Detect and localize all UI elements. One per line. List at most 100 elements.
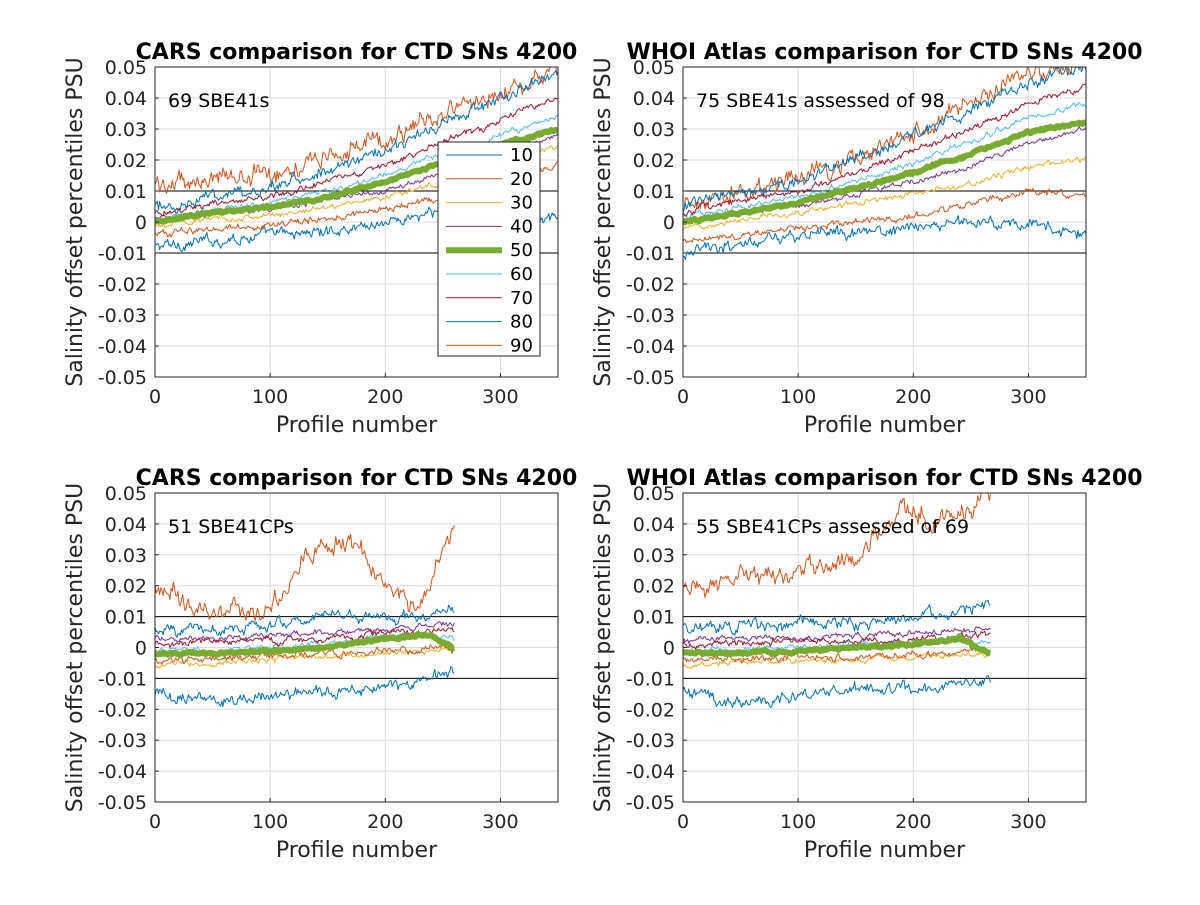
panel-annotation: 51 SBE41CPs <box>168 516 294 538</box>
y-tick-label: 0.03 <box>633 119 675 141</box>
legend-label-60: 60 <box>510 264 533 285</box>
series-group <box>155 525 457 707</box>
y-axis-label: Salinity offset percentiles PSU <box>63 483 88 812</box>
series-line-20 <box>683 493 991 599</box>
y-tick-label: 0.02 <box>105 576 147 598</box>
series-line-80 <box>683 67 1086 212</box>
y-tick-label: -0.03 <box>626 730 675 752</box>
series-line-50 <box>683 633 993 658</box>
y-tick-label: -0.02 <box>626 699 675 721</box>
y-tick-label: 0.01 <box>633 181 675 203</box>
series-line-10 <box>683 675 991 708</box>
y-tick-label: -0.02 <box>98 274 147 296</box>
y-tick-label: -0.01 <box>626 668 675 690</box>
y-tick-label: -0.01 <box>98 243 147 265</box>
chart-panel-2: 0 100 200 300 -0.05 -0.04 -0.03 -0.02 -0.01 0 0.01… <box>591 40 1143 438</box>
series-line-70 <box>155 627 455 648</box>
series-line-90 <box>683 646 991 664</box>
y-axis-label: Salinity offset percentiles PSU <box>63 57 88 386</box>
y-tick-label: -0.01 <box>98 668 147 690</box>
legend-label-50: 50 <box>510 240 533 261</box>
x-tick-label: 200 <box>895 811 931 833</box>
x-tick-label: 200 <box>367 811 403 833</box>
y-tick-label: 0.02 <box>105 150 147 172</box>
legend-label-90: 90 <box>510 335 533 356</box>
chart-title: WHOI Atlas comparison for CTD SNs 4200 <box>626 40 1142 65</box>
y-tick-label: 0.05 <box>633 57 675 79</box>
x-axis-label: Profile number <box>804 413 966 438</box>
legend-label-70: 70 <box>510 288 533 309</box>
y-tick-label: 0.04 <box>633 88 675 110</box>
legend-label-30: 30 <box>510 193 533 214</box>
x-axis-label: Profile number <box>804 838 966 863</box>
series-line-90 <box>155 644 455 665</box>
y-tick-label: 0.03 <box>105 545 147 567</box>
legend-label-10: 10 <box>510 145 533 166</box>
x-axis-label: Profile number <box>276 838 438 863</box>
x-tick-label: 100 <box>780 386 816 408</box>
y-tick-label: 0.01 <box>633 607 675 629</box>
y-tick-label: 0.01 <box>105 607 147 629</box>
y-tick-label: -0.03 <box>98 730 147 752</box>
y-tick-label: 0.05 <box>105 483 147 505</box>
y-axis-label: Salinity offset percentiles PSU <box>591 57 616 386</box>
legend-label-80: 80 <box>510 312 533 333</box>
series-line-50 <box>155 631 457 659</box>
chart-panel-3: 0 100 200 300 -0.05 -0.04 -0.03 -0.02 -0.01 0 0.01… <box>63 466 577 863</box>
y-tick-label: -0.04 <box>98 336 147 358</box>
x-tick-label: 200 <box>367 386 403 408</box>
y-tick-label: -0.02 <box>98 699 147 721</box>
y-tick-label: -0.05 <box>98 792 147 814</box>
series-line-30 <box>155 647 455 669</box>
series-line-80 <box>683 600 991 636</box>
panel-annotation: 75 SBE41s assessed of 98 <box>696 90 945 112</box>
panel-annotation: 69 SBE41s <box>168 90 269 112</box>
x-tick-label: 100 <box>780 811 816 833</box>
y-tick-label: 0 <box>663 638 675 660</box>
series-group <box>683 493 993 708</box>
y-tick-label: 0.05 <box>633 483 675 505</box>
y-tick-label: -0.04 <box>626 761 675 783</box>
y-tick-label: 0.03 <box>105 119 147 141</box>
series-line-40 <box>683 626 991 644</box>
x-tick-label: 300 <box>1010 386 1046 408</box>
x-axis-label: Profile number <box>276 413 438 438</box>
y-tick-label: 0.04 <box>105 514 147 536</box>
panel-annotation: 55 SBE41CPs assessed of 69 <box>696 516 969 538</box>
y-tick-label: -0.02 <box>626 274 675 296</box>
y-tick-label: 0.05 <box>105 57 147 79</box>
series-line-40 <box>155 621 455 642</box>
x-tick-label: 200 <box>895 386 931 408</box>
x-tick-label: 100 <box>252 811 288 833</box>
series-line-80 <box>155 604 455 638</box>
y-tick-label: 0.04 <box>105 88 147 110</box>
series-line-20 <box>155 525 455 622</box>
series-group <box>683 67 1086 260</box>
y-tick-label: -0.04 <box>98 761 147 783</box>
series-line-20 <box>155 67 558 194</box>
series-line-10 <box>683 215 1086 260</box>
y-tick-label: 0.04 <box>633 514 675 536</box>
series-line-10 <box>155 666 455 707</box>
y-tick-label: 0.02 <box>633 576 675 598</box>
y-tick-label: 0.01 <box>105 181 147 203</box>
series-line-70 <box>155 97 558 217</box>
x-tick-label: 0 <box>677 386 689 408</box>
y-tick-label: -0.03 <box>98 305 147 327</box>
y-axis-label: Salinity offset percentiles PSU <box>591 483 616 812</box>
y-tick-label: -0.05 <box>626 792 675 814</box>
chart-title: CARS comparison for CTD SNs 4200 <box>136 466 578 491</box>
y-tick-label: 0 <box>135 638 147 660</box>
legend-label-40: 40 <box>510 216 533 237</box>
y-tick-label: -0.05 <box>98 367 147 389</box>
x-tick-label: 0 <box>149 386 161 408</box>
y-tick-label: 0 <box>135 212 147 234</box>
y-tick-label: -0.03 <box>626 305 675 327</box>
legend-label-20: 20 <box>510 169 533 190</box>
chart-title: WHOI Atlas comparison for CTD SNs 4200 <box>626 466 1142 491</box>
y-tick-label: -0.01 <box>626 243 675 265</box>
x-tick-label: 300 <box>482 811 518 833</box>
